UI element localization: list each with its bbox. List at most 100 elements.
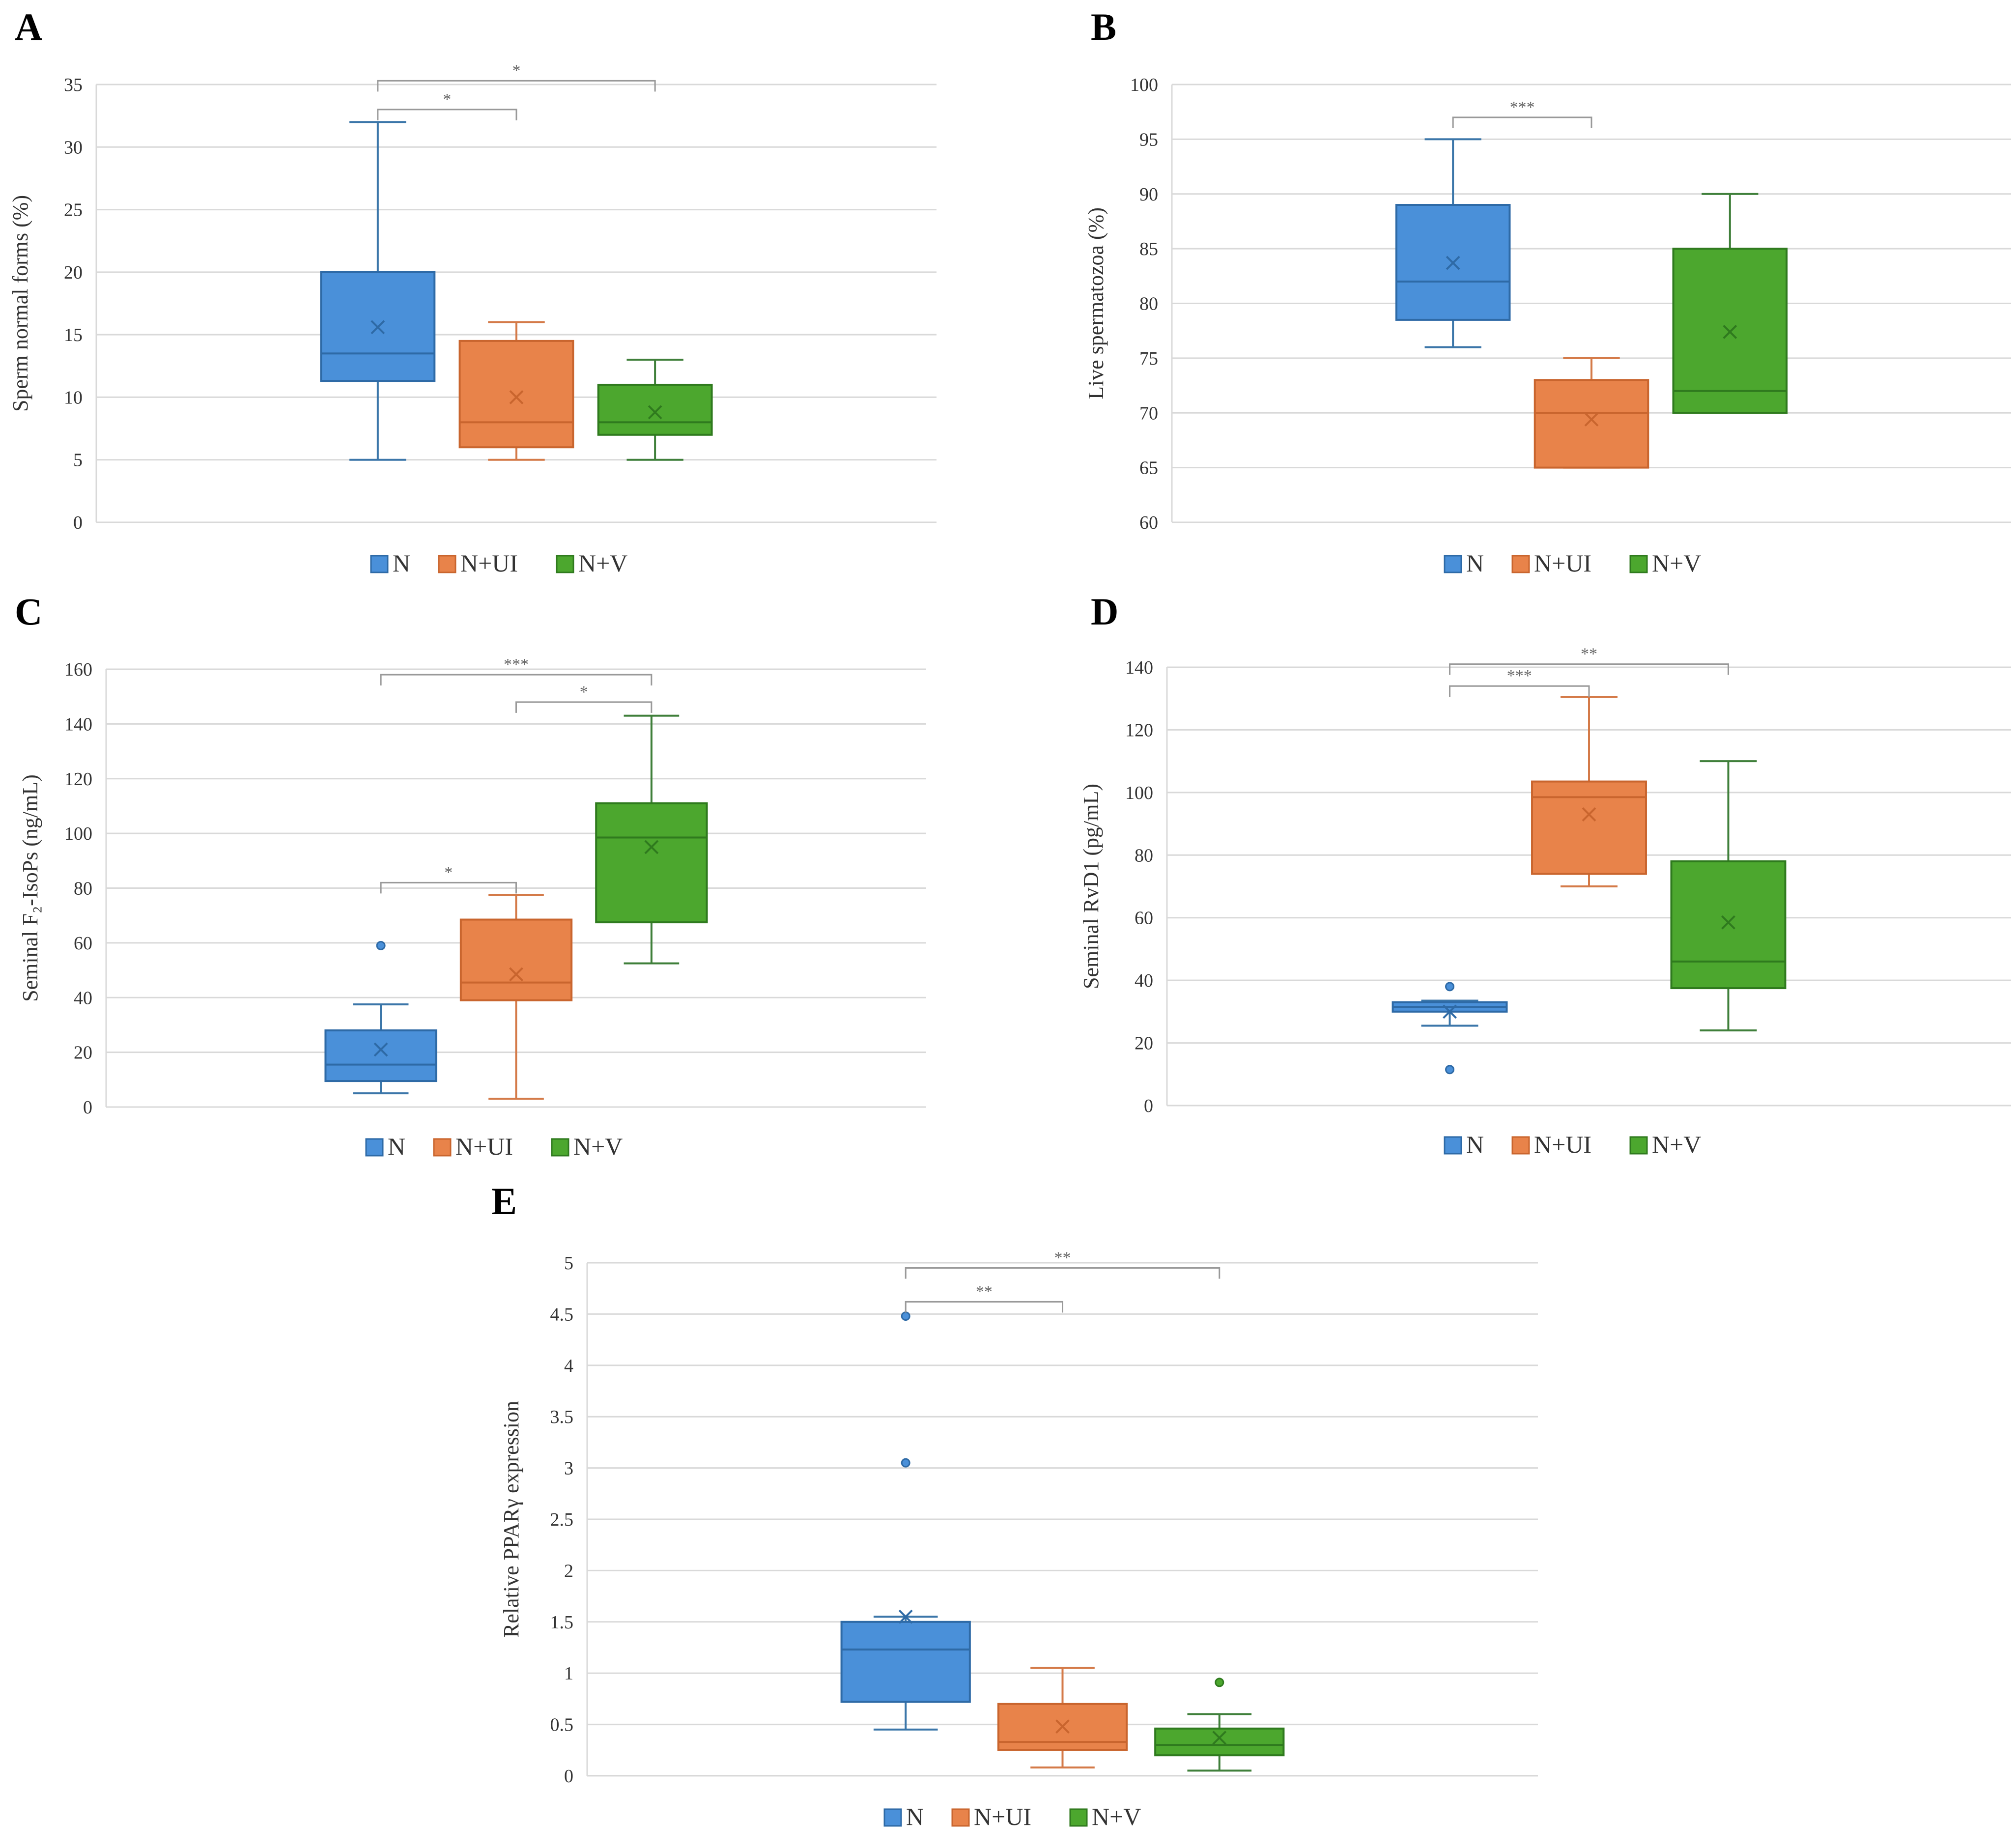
legend-label: N+V [573, 1133, 623, 1160]
box-N+UI [458, 340, 574, 449]
panel-letter: D [1091, 590, 1119, 633]
y-axis-title: Relative PPARγ expression [499, 1401, 523, 1638]
box-N+V [1154, 1727, 1285, 1757]
mean-marker [370, 320, 385, 335]
y-tick-label: 30 [64, 137, 83, 158]
y-tick-label: 0 [1144, 1096, 1153, 1116]
panel-letter: E [491, 1180, 517, 1222]
y-tick-label: 0.5 [550, 1715, 574, 1735]
legend-label: N+UI [455, 1133, 513, 1160]
significance-bracket [377, 109, 517, 120]
y-tick-label: 4.5 [550, 1304, 574, 1325]
panel-e: E 0 0.5 1 1.5 2 2.5 3 3.5 4 4.5 5 Relative PPARγ ex… [457, 1174, 1587, 1845]
mean-marker [509, 390, 524, 404]
y-tick-label: 5 [73, 450, 83, 471]
panel-a: A 0 5 10 15 20 25 30 35 Sperm normal forms (%) * *… [0, 0, 983, 604]
significance-bracket [377, 80, 656, 92]
box-N+V [597, 383, 713, 436]
y-tick-label: 35 [64, 75, 83, 95]
legend-swatch-N [370, 555, 389, 573]
legend-label: N+V [1092, 1803, 1141, 1830]
legend-label: N+UI [1534, 1131, 1591, 1158]
significance-bracket [905, 1301, 1063, 1313]
y-tick-label: 140 [64, 714, 92, 735]
y-tick-label: 2.5 [550, 1509, 574, 1530]
panel-d: D 0 20 40 60 80 100 120 140 Seminal RvD1 (pg/mL)… [1056, 585, 2016, 1179]
legend-swatch-N+UI [1511, 555, 1530, 573]
legend-label: N+V [1652, 1131, 1701, 1158]
outlier-point [901, 1311, 910, 1321]
significance-label: ** [1054, 1249, 1071, 1267]
y-tick-label: 80 [1139, 294, 1158, 314]
mean-marker [1212, 1731, 1227, 1745]
y-tick-label: 0 [564, 1766, 573, 1787]
legend-swatch-N [365, 1138, 384, 1157]
chart-b: 60 65 70 75 80 85 90 95 100 Live spermatozoa (%) *… [1084, 75, 2011, 577]
chart-e: 0 0.5 1 1.5 2 2.5 3 3.5 4 4.5 5 Relative PPARγ expr… [499, 1249, 1538, 1830]
box-N [324, 1029, 437, 1082]
legend-swatch-N+V [551, 1138, 569, 1157]
chart-c: 0 20 40 60 80 100 120 140 160 Seminal F₂-IsoPs (n… [18, 655, 926, 1160]
legend-label: N+UI [1534, 549, 1591, 577]
y-tick-label: 100 [64, 824, 92, 844]
legend-label: N [1466, 1131, 1484, 1158]
y-axis-title: Seminal F₂-IsoPs (ng/mL) [18, 774, 42, 1002]
legend-label: N+V [578, 549, 627, 577]
y-tick-label: 75 [1139, 348, 1158, 369]
box-N+UI [459, 918, 573, 1001]
significance-label: *** [504, 655, 529, 674]
mean-marker [1443, 1004, 1457, 1019]
legend-swatch-N+V [556, 555, 574, 573]
significance-label: * [512, 61, 521, 80]
mean-marker [1721, 915, 1735, 930]
legend-swatch-N+UI [1511, 1136, 1530, 1155]
panel-letter: B [1091, 5, 1117, 48]
y-tick-label: 60 [1135, 908, 1153, 929]
legend-label: N+UI [460, 549, 518, 577]
significance-label: ** [1581, 645, 1597, 663]
y-tick-label: 40 [74, 988, 92, 1008]
significance-bracket [1449, 685, 1590, 697]
mean-marker [1446, 256, 1460, 270]
significance-bracket [380, 881, 517, 894]
box-N [840, 1620, 971, 1703]
legend-label: N [906, 1803, 924, 1830]
y-tick-label: 15 [64, 325, 83, 345]
significance-bracket [380, 674, 653, 686]
y-tick-label: 25 [64, 200, 83, 221]
y-tick-label: 10 [64, 387, 83, 408]
y-tick-label: 160 [64, 659, 92, 680]
legend-label: N+UI [974, 1803, 1031, 1830]
y-tick-label: 120 [64, 769, 92, 790]
box-N+UI [1533, 379, 1649, 469]
outlier-point [1445, 1065, 1455, 1075]
y-tick-label: 70 [1139, 403, 1158, 424]
legend-label: N [388, 1133, 405, 1160]
y-tick-label: 20 [64, 262, 83, 283]
outlier-point [1445, 982, 1455, 992]
y-tick-label: 140 [1125, 657, 1153, 678]
legend-swatch-N [1444, 1136, 1462, 1155]
significance-bracket [1452, 116, 1592, 128]
legend-swatch-N [883, 1808, 902, 1827]
panel-letter: C [15, 590, 43, 633]
y-tick-label: 60 [1139, 512, 1158, 533]
y-axis-title: Seminal RvD1 (pg/mL) [1079, 784, 1103, 989]
y-tick-label: 120 [1125, 720, 1153, 740]
outlier-point [1215, 1677, 1224, 1687]
y-tick-label: 100 [1125, 783, 1153, 803]
y-tick-label: 80 [74, 879, 92, 899]
y-tick-label: 80 [1135, 845, 1153, 866]
significance-bracket [905, 1267, 1221, 1279]
mean-marker [898, 1609, 913, 1624]
mean-marker [1584, 412, 1599, 427]
significance-label: *** [1510, 98, 1535, 116]
y-tick-label: 0 [83, 1097, 92, 1118]
y-tick-label: 3.5 [550, 1407, 574, 1427]
y-tick-label: 2 [564, 1561, 573, 1581]
panel-b: B 60 65 70 75 80 85 90 95 100 Live spermatozoa (%… [1056, 0, 2016, 604]
y-tick-label: 100 [1130, 75, 1158, 95]
legend-swatch-N+UI [951, 1808, 970, 1827]
significance-label: *** [1507, 667, 1532, 685]
box-N+V [1670, 860, 1787, 990]
